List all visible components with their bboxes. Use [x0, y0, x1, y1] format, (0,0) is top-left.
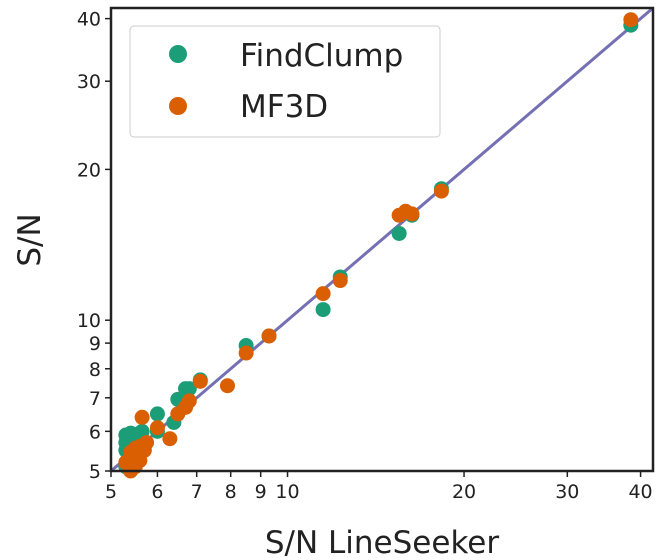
x-tick-label: 9 [255, 481, 267, 503]
x-tick-label: 5 [105, 481, 117, 503]
y-tick-label: 30 [77, 71, 101, 93]
point-findclump-24 [315, 302, 331, 318]
x-tick-label: 20 [452, 481, 476, 503]
point-mf3d-16 [181, 393, 197, 409]
point-mf3d-21 [315, 286, 331, 302]
y-axis-label: S/N [12, 213, 48, 266]
point-findclump-26 [391, 225, 407, 241]
y-tick-label: 8 [89, 359, 101, 381]
x-axis-label: S/N LineSeeker [265, 525, 500, 560]
data-points [118, 12, 639, 479]
x-axis-ticks: 5 6 7 8 9 10 20 30 40 [105, 471, 653, 503]
point-mf3d-9 [139, 434, 155, 450]
point-mf3d-20 [261, 328, 277, 344]
legend-marker-findclump [169, 45, 187, 63]
y-axis-ticks: 5 6 7 8 910 20 30 40 [77, 9, 111, 483]
legend: FindClump MF3D [129, 25, 441, 138]
point-mf3d-18 [219, 378, 235, 394]
reference-line [110, 6, 654, 473]
point-mf3d-27 [623, 12, 639, 28]
x-tick-label: 10 [275, 481, 299, 503]
y-tick-label: 10 [77, 310, 101, 332]
y-tick-label: 6 [89, 421, 101, 443]
x-tick-label: 6 [151, 481, 163, 503]
y-tick-label: 7 [89, 388, 101, 410]
legend-label-mf3d: MF3D [240, 89, 328, 125]
point-mf3d-12 [149, 420, 165, 436]
plot-frame [109, 6, 655, 473]
point-mf3d-19 [238, 345, 254, 361]
point-findclump-16 [149, 406, 165, 422]
point-mf3d-10 [132, 452, 148, 468]
x-tick-label: 7 [191, 481, 203, 503]
point-mf3d-7 [134, 409, 150, 425]
y-tick-label: 9 [89, 333, 101, 355]
point-mf3d-22 [332, 273, 348, 289]
x-tick-label: 8 [225, 481, 237, 503]
legend-marker-mf3d [169, 97, 187, 115]
point-mf3d-17 [192, 373, 208, 389]
legend-box [129, 25, 441, 138]
y-tick-label: 40 [77, 9, 101, 31]
y-tick-label: 5 [89, 461, 101, 483]
x-tick-label: 30 [555, 481, 579, 503]
point-findclump-20 [181, 381, 197, 397]
point-mf3d-13 [162, 431, 178, 447]
point-mf3d-26 [433, 183, 449, 199]
y-tick-label: 20 [77, 159, 101, 181]
point-mf3d-25 [404, 206, 420, 222]
x-tick-label: 40 [628, 481, 652, 503]
legend-label-findclump: FindClump [240, 38, 403, 74]
